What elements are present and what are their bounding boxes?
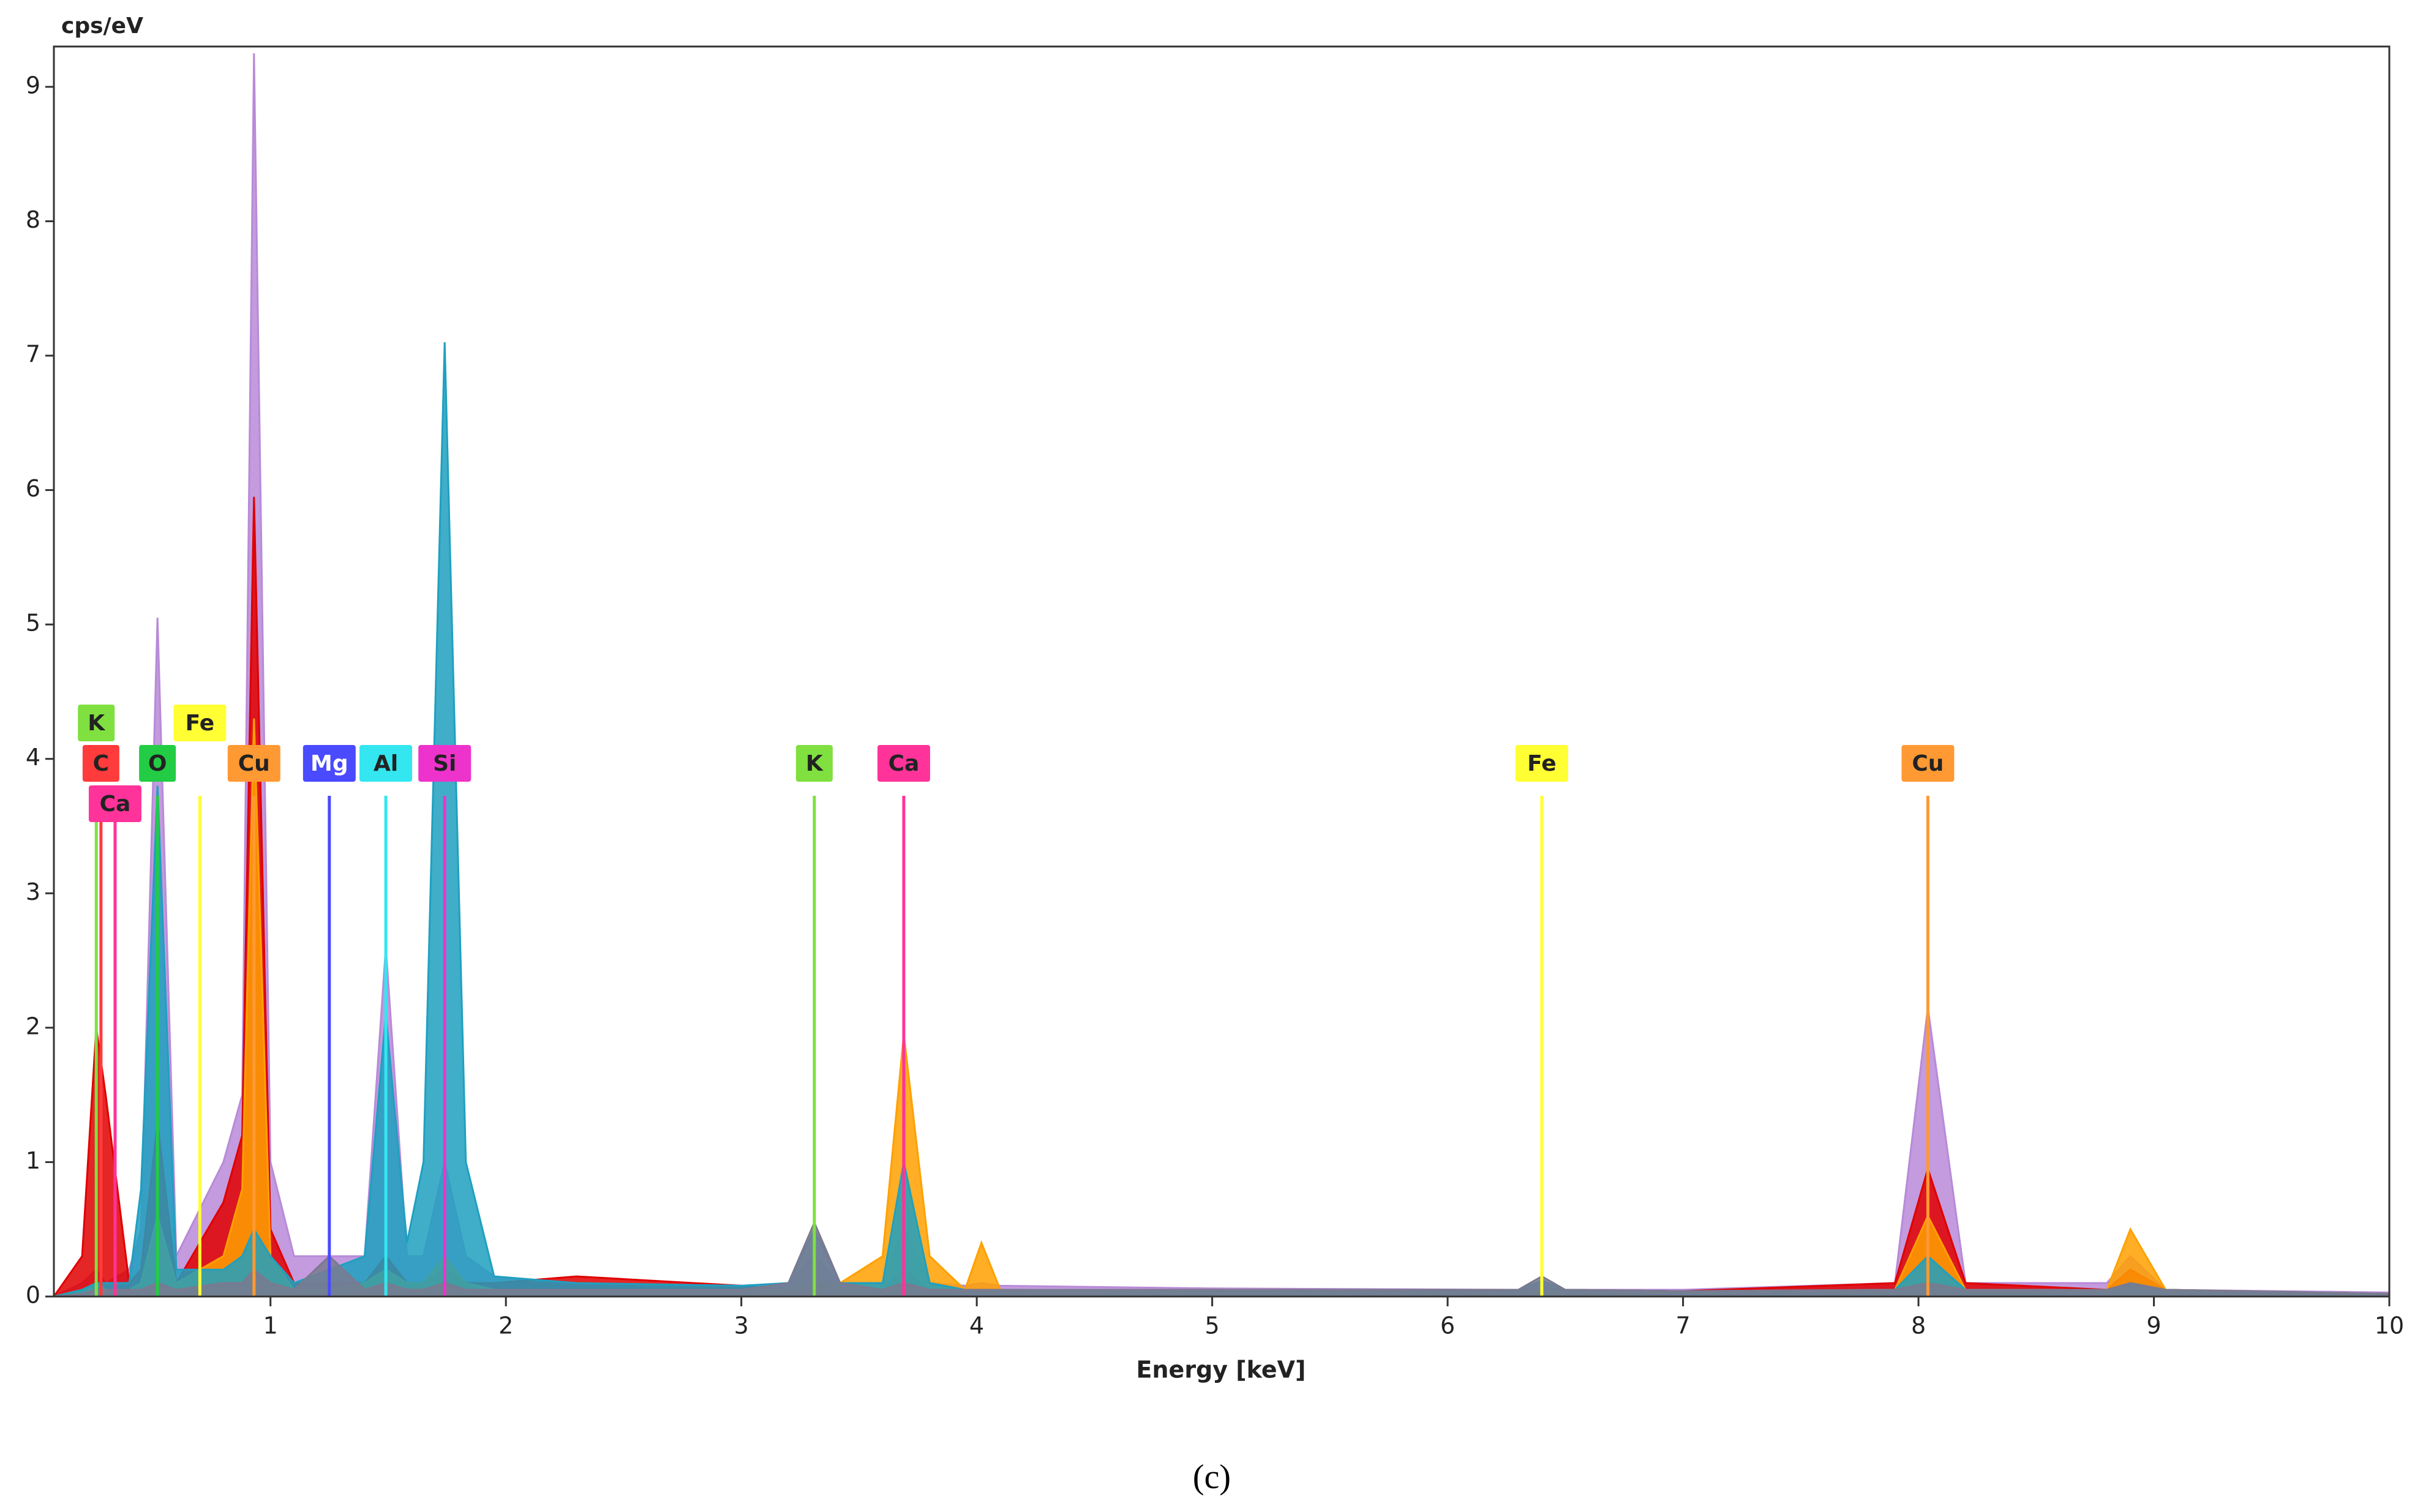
marker-box [82,745,119,782]
y-tick-label: 5 [26,610,40,637]
caption: (c) [1193,1458,1231,1496]
marker-box [173,705,227,741]
x-tick-label: 4 [969,1312,984,1339]
marker-box [1515,745,1568,782]
spectrum-area [52,496,2391,1298]
marker-label: Al [374,751,398,776]
marker-box [1901,745,1955,782]
marker-label: Mg [310,751,348,776]
marker-label: Cu [1912,751,1944,776]
marker-box [227,745,280,782]
y-tick-label: 4 [26,744,40,771]
y-tick-label: 6 [26,475,40,502]
plot-frame [53,45,2391,1298]
spectrum-area [53,342,2391,1298]
x-tick-label: 8 [1911,1312,1926,1339]
marker-box [359,745,413,782]
x-tick-label: 10 [2375,1312,2404,1339]
marker-label: Fe [1527,751,1557,776]
y-tick-label: 8 [26,206,40,233]
spectrum-area [53,53,2391,1298]
marker-label: Cu [238,751,270,776]
marker-box [302,745,356,782]
x-axis-label: Energy [keV] [1136,1357,1306,1383]
marker-box [139,745,176,782]
y-tick-label: 7 [26,341,40,368]
marker-box [418,745,471,782]
x-tick-label: 3 [734,1312,749,1339]
marker-box [795,745,833,782]
marker-label: Ca [888,751,920,776]
marker-label: O [148,751,167,776]
marker-label: Ca [100,792,131,817]
marker-box [88,785,141,822]
y-tick-label: 0 [26,1282,40,1309]
y-tick-label: 1 [26,1147,40,1174]
marker-label: Si [433,751,456,776]
marker-label: Fe [186,711,215,736]
x-tick-label: 5 [1205,1312,1220,1339]
marker-box [877,745,930,782]
y-tick-label: 2 [26,1012,40,1039]
marker-label: K [806,751,824,776]
x-tick-label: 7 [1675,1312,1690,1339]
x-tick-label: 6 [1440,1312,1455,1339]
x-tick-label: 1 [263,1312,278,1339]
y-tick-label: 9 [26,72,40,99]
y-axis-label: cps/eV [61,13,143,39]
marker-label: K [88,711,105,736]
marker-label: C [93,751,109,776]
y-tick-label: 3 [26,878,40,905]
x-tick-label: 9 [2146,1312,2161,1339]
marker-box [78,705,115,741]
x-tick-label: 2 [498,1312,513,1339]
